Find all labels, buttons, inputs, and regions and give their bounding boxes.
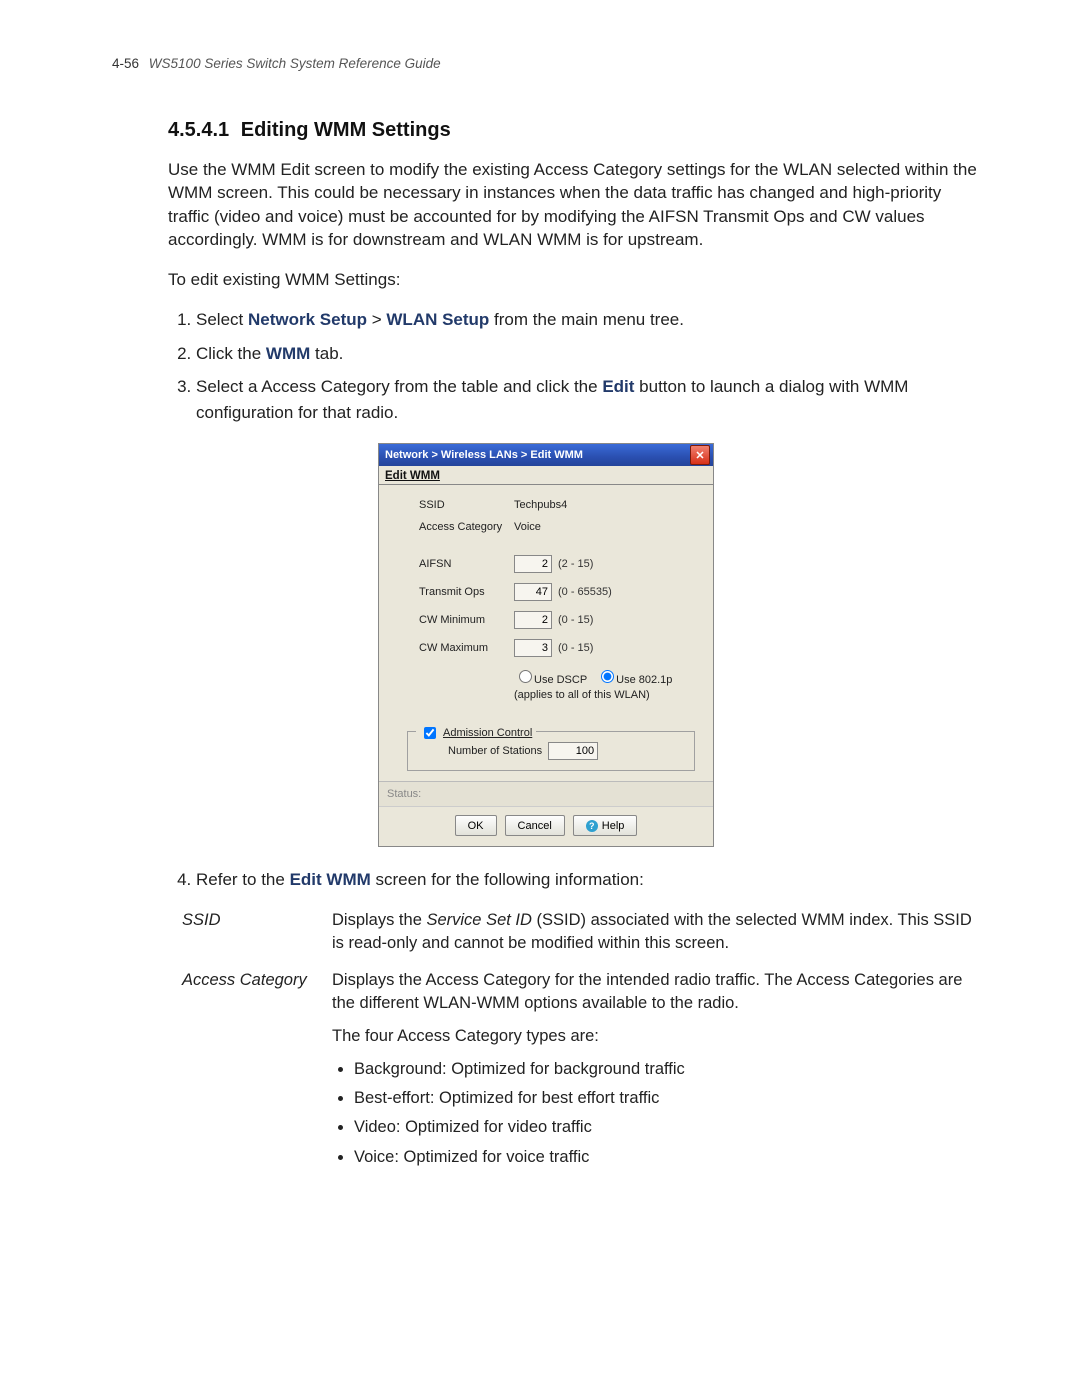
edit-wmm-dialog: Network > Wireless LANs > Edit WMM ✕ Edi…	[378, 443, 714, 847]
step-3: Select a Access Category from the table …	[196, 374, 980, 425]
dialog-fields: SSID Techpubs4 Access Category Voice AIF…	[379, 485, 713, 719]
radio-use-8021p[interactable]	[601, 670, 614, 683]
label-ssid: SSID	[419, 499, 514, 511]
steps-list: Select Network Setup > WLAN Setup from t…	[112, 307, 980, 425]
label-transmit-ops: Transmit Ops	[419, 586, 514, 598]
dialog-button-row: OK Cancel ?Help	[379, 806, 713, 846]
label-cw-min: CW Minimum	[419, 614, 514, 626]
def-row-access-category: Access Category Displays the Access Cate…	[182, 969, 980, 1175]
range-cw-min: (0 - 15)	[558, 614, 593, 626]
step-1: Select Network Setup > WLAN Setup from t…	[196, 307, 980, 333]
running-header: 4-56 WS5100 Series Switch System Referen…	[112, 56, 980, 71]
section-title: Editing WMM Settings	[241, 119, 451, 141]
row-cw-max: CW Maximum (0 - 15)	[419, 639, 699, 657]
def-desc-ssid: Displays the Service Set ID (SSID) assoc…	[332, 909, 980, 955]
definitions-table: SSID Displays the Service Set ID (SSID) …	[182, 909, 980, 1175]
input-transmit-ops[interactable]	[514, 583, 552, 601]
ac-bullet-voice: Voice: Optimized for voice traffic	[354, 1146, 980, 1169]
lead-in: To edit existing WMM Settings:	[168, 268, 980, 291]
close-button[interactable]: ✕	[690, 445, 710, 465]
intro-paragraph: Use the WMM Edit screen to modify the ex…	[168, 158, 980, 252]
guide-title: WS5100 Series Switch System Reference Gu…	[149, 56, 441, 71]
dialog-titlebar: Network > Wireless LANs > Edit WMM ✕	[379, 444, 713, 466]
def-desc-ac: Displays the Access Category for the int…	[332, 969, 980, 1175]
radio-use-dscp-label[interactable]: Use DSCP	[514, 674, 587, 686]
steps-list-continued: Refer to the Edit WMM screen for the fol…	[112, 867, 980, 893]
help-icon: ?	[586, 820, 598, 832]
label-admission-control: Admission Control	[443, 727, 532, 739]
close-icon: ✕	[695, 449, 704, 462]
row-ssid: SSID Techpubs4	[419, 499, 699, 511]
admission-control-fieldset: Admission Control Number of Stations	[407, 731, 695, 771]
dscp-8021p-block: Use DSCP Use 802.1p (applies to all of t…	[514, 667, 699, 701]
row-cw-min: CW Minimum (0 - 15)	[419, 611, 699, 629]
label-access-category: Access Category	[419, 521, 514, 533]
kw-network-setup: Network Setup	[248, 310, 367, 329]
value-ssid: Techpubs4	[514, 499, 567, 511]
range-cw-max: (0 - 15)	[558, 642, 593, 654]
label-cw-max: CW Maximum	[419, 642, 514, 654]
row-num-stations: Number of Stations	[448, 742, 684, 760]
ac-bullet-background: Background: Optimized for background tra…	[354, 1058, 980, 1081]
admission-control-legend: Admission Control	[416, 724, 536, 742]
kw-edit-wmm: Edit WMM	[290, 870, 371, 889]
section-number: 4.5.4.1	[168, 119, 229, 141]
kw-edit: Edit	[602, 377, 634, 396]
help-button[interactable]: ?Help	[573, 815, 638, 836]
step-4: Refer to the Edit WMM screen for the fol…	[196, 867, 980, 893]
range-aifsn: (2 - 15)	[558, 558, 593, 570]
dialog-tab: Edit WMM	[379, 466, 713, 485]
def-term-ssid: SSID	[182, 909, 332, 955]
row-access-category: Access Category Voice	[419, 521, 699, 533]
radio-use-8021p-label[interactable]: Use 802.1p	[596, 674, 672, 686]
label-aifsn: AIFSN	[419, 558, 514, 570]
applies-note: (applies to all of this WLAN)	[514, 689, 699, 701]
kw-wlan-setup: WLAN Setup	[386, 310, 489, 329]
range-transmit-ops: (0 - 65535)	[558, 586, 612, 598]
row-aifsn: AIFSN (2 - 15)	[419, 555, 699, 573]
section-heading: 4.5.4.1 Editing WMM Settings	[168, 119, 980, 142]
dialog-breadcrumb: Network > Wireless LANs > Edit WMM	[385, 449, 583, 461]
status-bar: Status:	[379, 781, 713, 806]
input-cw-max[interactable]	[514, 639, 552, 657]
ac-bullets: Background: Optimized for background tra…	[332, 1058, 980, 1168]
row-transmit-ops: Transmit Ops (0 - 65535)	[419, 583, 699, 601]
input-num-stations[interactable]	[548, 742, 598, 760]
def-row-ssid: SSID Displays the Service Set ID (SSID) …	[182, 909, 980, 955]
def-term-ac: Access Category	[182, 969, 332, 1175]
checkbox-admission-control[interactable]	[424, 727, 436, 739]
cancel-button[interactable]: Cancel	[505, 815, 565, 836]
label-num-stations: Number of Stations	[448, 745, 542, 757]
em-service-set-id: Service Set ID	[426, 911, 531, 929]
ac-bullet-best-effort: Best-effort: Optimized for best effort t…	[354, 1087, 980, 1110]
value-access-category: Voice	[514, 521, 541, 533]
page-number: 4-56	[112, 56, 139, 71]
ac-bullet-video: Video: Optimized for video traffic	[354, 1116, 980, 1139]
radio-use-dscp[interactable]	[519, 670, 532, 683]
step-2: Click the WMM tab.	[196, 341, 980, 367]
input-cw-min[interactable]	[514, 611, 552, 629]
ok-button[interactable]: OK	[455, 815, 497, 836]
input-aifsn[interactable]	[514, 555, 552, 573]
kw-wmm: WMM	[266, 344, 310, 363]
